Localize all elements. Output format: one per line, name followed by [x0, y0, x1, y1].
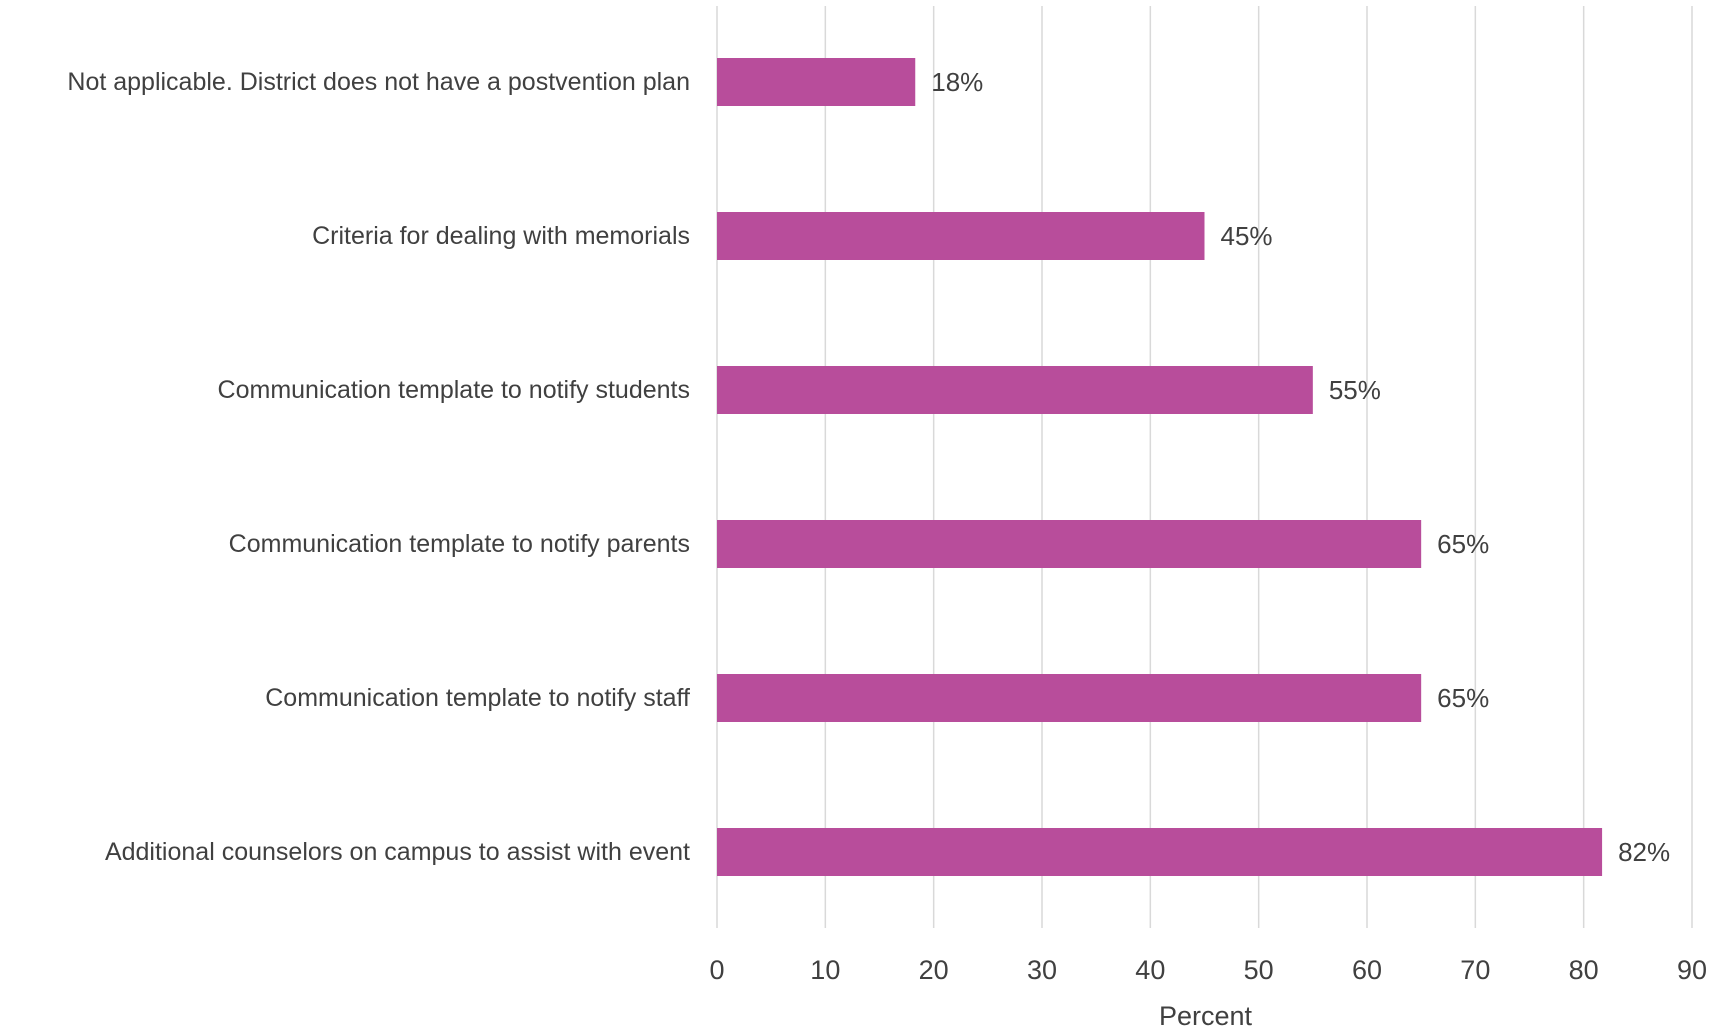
bars [717, 58, 1603, 876]
x-tick-label: 40 [1135, 955, 1165, 985]
bar [717, 828, 1603, 876]
x-tick-label: 60 [1352, 955, 1382, 985]
x-tick-label: 30 [1027, 955, 1057, 985]
x-axis-ticks: 0 10 20 30 40 50 60 70 80 90 [709, 955, 1707, 985]
data-label: 18% [931, 67, 983, 97]
x-tick-label: 90 [1677, 955, 1707, 985]
data-labels: 18% 45% 55% 65% 65% 82% [931, 67, 1670, 867]
x-tick-label: 80 [1569, 955, 1599, 985]
data-label: 45% [1221, 221, 1273, 251]
category-label: Additional counselors on campus to assis… [105, 838, 690, 866]
data-label: 65% [1437, 529, 1489, 559]
category-label: Not applicable. District does not have a… [67, 68, 690, 96]
data-label: 55% [1329, 375, 1381, 405]
category-label: Communication template to notify parents [229, 530, 690, 558]
x-tick-label: 20 [919, 955, 949, 985]
bar [717, 366, 1313, 414]
data-label: 65% [1437, 683, 1489, 713]
category-label: Criteria for dealing with memorials [312, 222, 690, 250]
data-label: 82% [1618, 837, 1670, 867]
x-tick-label: 70 [1460, 955, 1490, 985]
category-label: Communication template to notify student… [218, 376, 690, 404]
bar [717, 520, 1422, 568]
bar [717, 212, 1205, 260]
category-label: Communication template to notify staff [265, 684, 690, 712]
x-tick-label: 50 [1244, 955, 1274, 985]
category-labels: Not applicable. District does not have a… [67, 68, 690, 866]
x-axis-title: Percent [1159, 1001, 1253, 1031]
x-tick-label: 10 [810, 955, 840, 985]
gridlines [716, 6, 1693, 928]
bar [717, 58, 916, 106]
x-tick-label: 0 [709, 955, 724, 985]
bar [717, 674, 1422, 722]
